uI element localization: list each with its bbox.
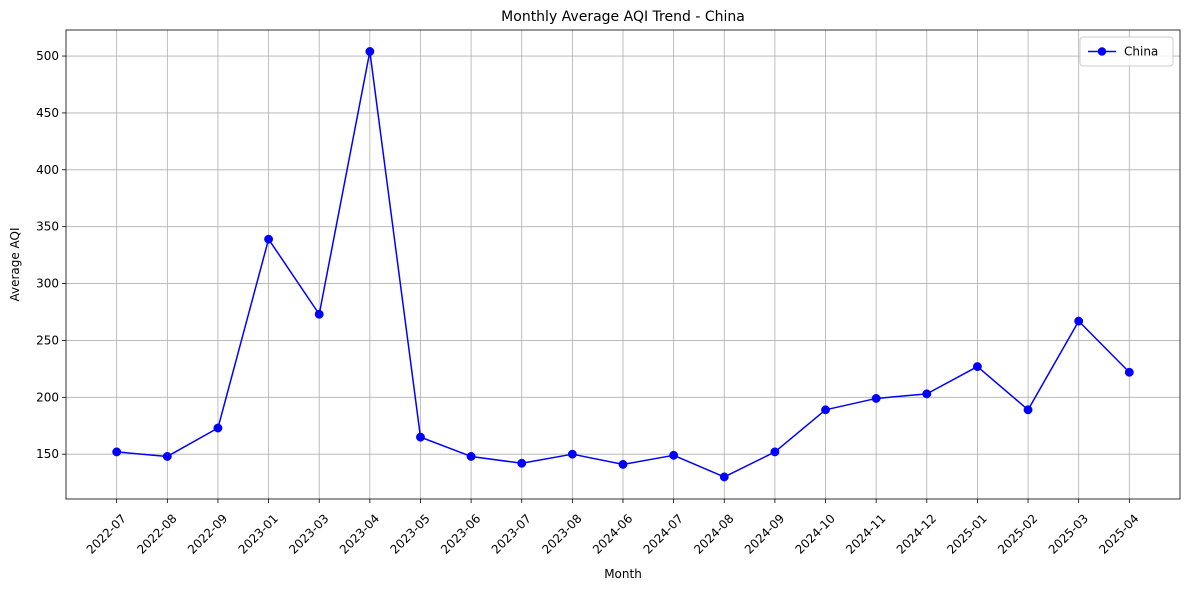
data-point [871, 393, 881, 403]
series-layer [112, 47, 1134, 482]
data-point [1074, 316, 1084, 326]
data-point [922, 389, 932, 399]
data-point [1124, 367, 1134, 377]
legend-label: China [1124, 45, 1158, 59]
chart-title: Monthly Average AQI Trend - China [501, 9, 745, 25]
data-point [466, 452, 476, 461]
y-tick-label: 400 [36, 163, 59, 177]
data-point [821, 405, 830, 415]
data-point [1023, 405, 1033, 415]
data-point [719, 472, 729, 482]
legend-box [1079, 36, 1174, 67]
data-point [213, 423, 223, 433]
legend-marker [1097, 47, 1107, 56]
data-point [770, 447, 780, 457]
data-point [162, 452, 172, 461]
y-tick-label: 500 [36, 49, 59, 63]
y-axis-label: Average AQI [8, 227, 22, 301]
data-point [517, 458, 527, 468]
data-point [416, 432, 425, 442]
data-point [314, 309, 324, 319]
y-tick-label: 250 [36, 333, 59, 347]
y-tick-label: 450 [36, 106, 59, 120]
data-point [567, 449, 577, 459]
y-tick-label: 150 [36, 447, 59, 461]
data-point [365, 47, 375, 56]
y-tick-label: 350 [36, 220, 59, 234]
x-axis-label: Month [604, 567, 642, 581]
data-point [264, 234, 274, 244]
y-tick-label: 200 [36, 390, 59, 404]
data-point [972, 362, 982, 372]
grid [66, 30, 1180, 499]
legend: China [1079, 36, 1174, 67]
plot-frame [65, 29, 1181, 500]
data-point [112, 447, 122, 457]
y-tick-label: 300 [36, 277, 59, 291]
labels-layer: Monthly Average AQI Trend - China Month … [8, 9, 745, 581]
data-point [618, 459, 628, 469]
data-point [669, 450, 679, 460]
